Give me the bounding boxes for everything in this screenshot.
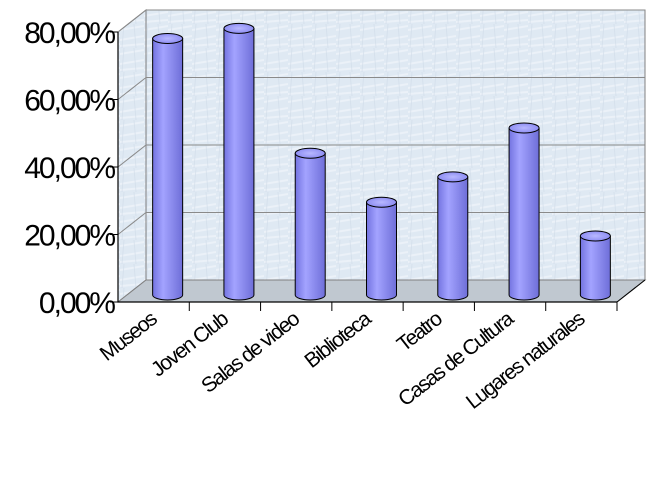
bar-body — [437, 176, 469, 301]
x-tick-label: Biblioteca — [300, 307, 376, 373]
y-tick-label: 80,00% — [24, 17, 115, 50]
floor-edge — [616, 279, 646, 303]
bar-body — [579, 235, 611, 301]
y-tick-label: 40,00% — [24, 152, 115, 185]
bar-cap — [152, 33, 184, 44]
bar-cap — [437, 171, 469, 183]
bar — [294, 147, 326, 301]
bar — [152, 33, 184, 301]
bars — [152, 22, 611, 301]
bar-body — [294, 152, 326, 301]
y-axis-ticks: 0,00% 20,00% 40,00% 60,00% 80,00% — [24, 17, 118, 320]
gridline-side — [117, 144, 147, 168]
y-tick-label: 20,00% — [24, 220, 115, 253]
x-tick-label: Lugares naturales — [462, 307, 589, 414]
bar-body — [223, 27, 255, 301]
bar — [223, 22, 255, 301]
gridline-side — [117, 9, 147, 33]
x-tick-label: Teatro — [393, 307, 447, 356]
y-tick-label: 60,00% — [24, 85, 115, 118]
bar-body — [152, 38, 184, 301]
bar-cap — [508, 122, 540, 134]
bar — [437, 171, 469, 301]
bar — [366, 196, 397, 301]
bar-body — [508, 127, 540, 301]
bar — [579, 230, 611, 301]
bar-cap — [579, 230, 611, 242]
gridline-side — [117, 212, 147, 235]
gridline-side — [117, 77, 147, 100]
y-tick-label: 0,00% — [39, 287, 115, 320]
bar-cap — [223, 22, 255, 34]
bar-cap — [294, 147, 326, 159]
bar-cap — [366, 196, 397, 208]
bar — [508, 122, 540, 301]
bar-body — [366, 201, 397, 301]
